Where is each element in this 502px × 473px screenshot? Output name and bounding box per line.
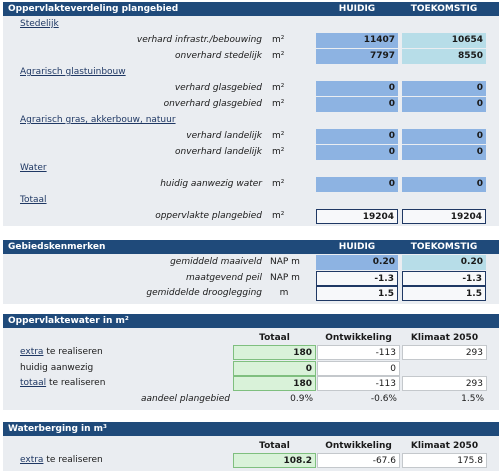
- value-cell: 0: [316, 81, 398, 96]
- value-cell: 0.9%: [290, 393, 313, 404]
- section-header: Waterberging in m³: [3, 422, 499, 436]
- unit: m: [279, 288, 289, 298]
- group-label: Agrarisch gras, akkerbouw, natuur: [20, 115, 176, 125]
- value-cell: 293: [402, 345, 487, 360]
- column-header: Totaal: [259, 333, 290, 343]
- value-cell: 1.5: [402, 286, 486, 301]
- row-label: extra te realiseren: [20, 345, 103, 360]
- column-header: HUIDIG: [338, 4, 376, 14]
- unit: NAP m: [270, 257, 300, 267]
- row-label: verhard landelijk: [186, 131, 262, 141]
- label-text: te realiseren: [46, 378, 106, 388]
- row-label: gemiddelde drooglegging: [146, 288, 262, 298]
- value-cell: 0.20: [402, 255, 486, 270]
- row-label: oppervlakte plangebied: [155, 211, 262, 221]
- value-cell: 11407: [316, 33, 398, 48]
- link[interactable]: extra: [20, 347, 44, 357]
- label-text: te realiseren: [43, 347, 103, 357]
- column-header: TOEKOMSTIG: [410, 242, 478, 252]
- value-cell: 175.8: [402, 453, 487, 468]
- value-cell: 0: [402, 145, 486, 160]
- row-label: onverhard landelijk: [175, 147, 262, 157]
- unit: m²: [272, 99, 285, 109]
- section-header: Oppervlakteverdeling plangebied: [3, 2, 499, 16]
- section-header: Oppervlaktewater in m²: [3, 314, 499, 328]
- row-label: gemiddeld maaiveld: [170, 257, 262, 267]
- value-cell: 0: [316, 129, 398, 144]
- value-cell: 108.2: [233, 453, 316, 468]
- value-cell: -1.3: [316, 270, 398, 286]
- unit: m²: [272, 211, 285, 221]
- row-label: onverhard stedelijk: [175, 51, 262, 61]
- row-label: maatgevend peil: [186, 272, 262, 283]
- value-cell: 180: [233, 376, 316, 391]
- value-cell: 0: [402, 97, 486, 112]
- unit: m²: [272, 179, 285, 189]
- section-header: Gebiedskenmerken: [3, 240, 499, 254]
- column-header: Klimaat 2050: [410, 441, 479, 451]
- column-header: Klimaat 2050: [410, 333, 479, 343]
- label-text: te realiseren: [43, 455, 103, 465]
- column-header: TOEKOMSTIG: [410, 4, 478, 14]
- row-label: huidig aanwezig water: [160, 179, 262, 189]
- column-header: Ontwikkeling: [325, 441, 392, 451]
- value-cell: 0: [317, 360, 400, 376]
- value-cell: 180: [233, 345, 316, 360]
- group-label: Water: [20, 163, 47, 173]
- row-label: extra te realiseren: [20, 453, 103, 468]
- value-cell: -1.3: [402, 270, 486, 286]
- value-cell: 0: [316, 97, 398, 112]
- unit: NAP m: [270, 272, 300, 283]
- column-header: HUIDIG: [338, 242, 376, 252]
- value-cell: -113: [317, 345, 400, 360]
- group-label: Agrarisch glastuinbouw: [20, 67, 126, 77]
- value-cell: -67.6: [317, 453, 400, 468]
- unit: m²: [272, 147, 285, 157]
- unit: m²: [272, 83, 285, 93]
- link[interactable]: totaal: [20, 378, 47, 388]
- row-label: totaal te realiseren: [20, 376, 105, 391]
- value-cell: 1.5: [316, 286, 398, 301]
- row-label: verhard infrastr./bebouwing: [136, 35, 262, 45]
- unit: m²: [272, 51, 285, 61]
- column-header: Ontwikkeling: [325, 333, 392, 343]
- value-cell: 8550: [402, 49, 486, 64]
- group-label: Stedelijk: [20, 19, 59, 29]
- value-cell: -0.6%: [370, 393, 397, 404]
- value-cell: 0: [402, 177, 486, 192]
- value-cell: 0: [402, 129, 486, 144]
- value-cell: 0.20: [316, 255, 398, 270]
- value-cell: -113: [317, 376, 400, 391]
- value-cell: 7797: [316, 49, 398, 64]
- value-cell: 293: [402, 376, 487, 391]
- value-cell: 0: [316, 145, 398, 160]
- value-cell: 19204: [316, 209, 398, 224]
- row-label: onverhard glasgebied: [163, 99, 262, 109]
- row-label: aandeel plangebied: [140, 393, 230, 404]
- group-label: Totaal: [20, 195, 47, 205]
- row-label: huidig aanwezig: [20, 362, 94, 373]
- link[interactable]: extra: [20, 455, 44, 465]
- row-label: verhard glasgebied: [174, 83, 262, 93]
- value-cell: 0: [316, 177, 398, 192]
- value-cell: 1.5%: [461, 393, 484, 404]
- value-cell: 10654: [402, 33, 486, 48]
- value-cell: 19204: [402, 209, 486, 224]
- unit: m²: [272, 35, 285, 45]
- column-header: Totaal: [259, 441, 290, 451]
- unit: m²: [272, 131, 285, 141]
- value-cell: 0: [402, 81, 486, 96]
- value-cell: 0: [233, 360, 316, 376]
